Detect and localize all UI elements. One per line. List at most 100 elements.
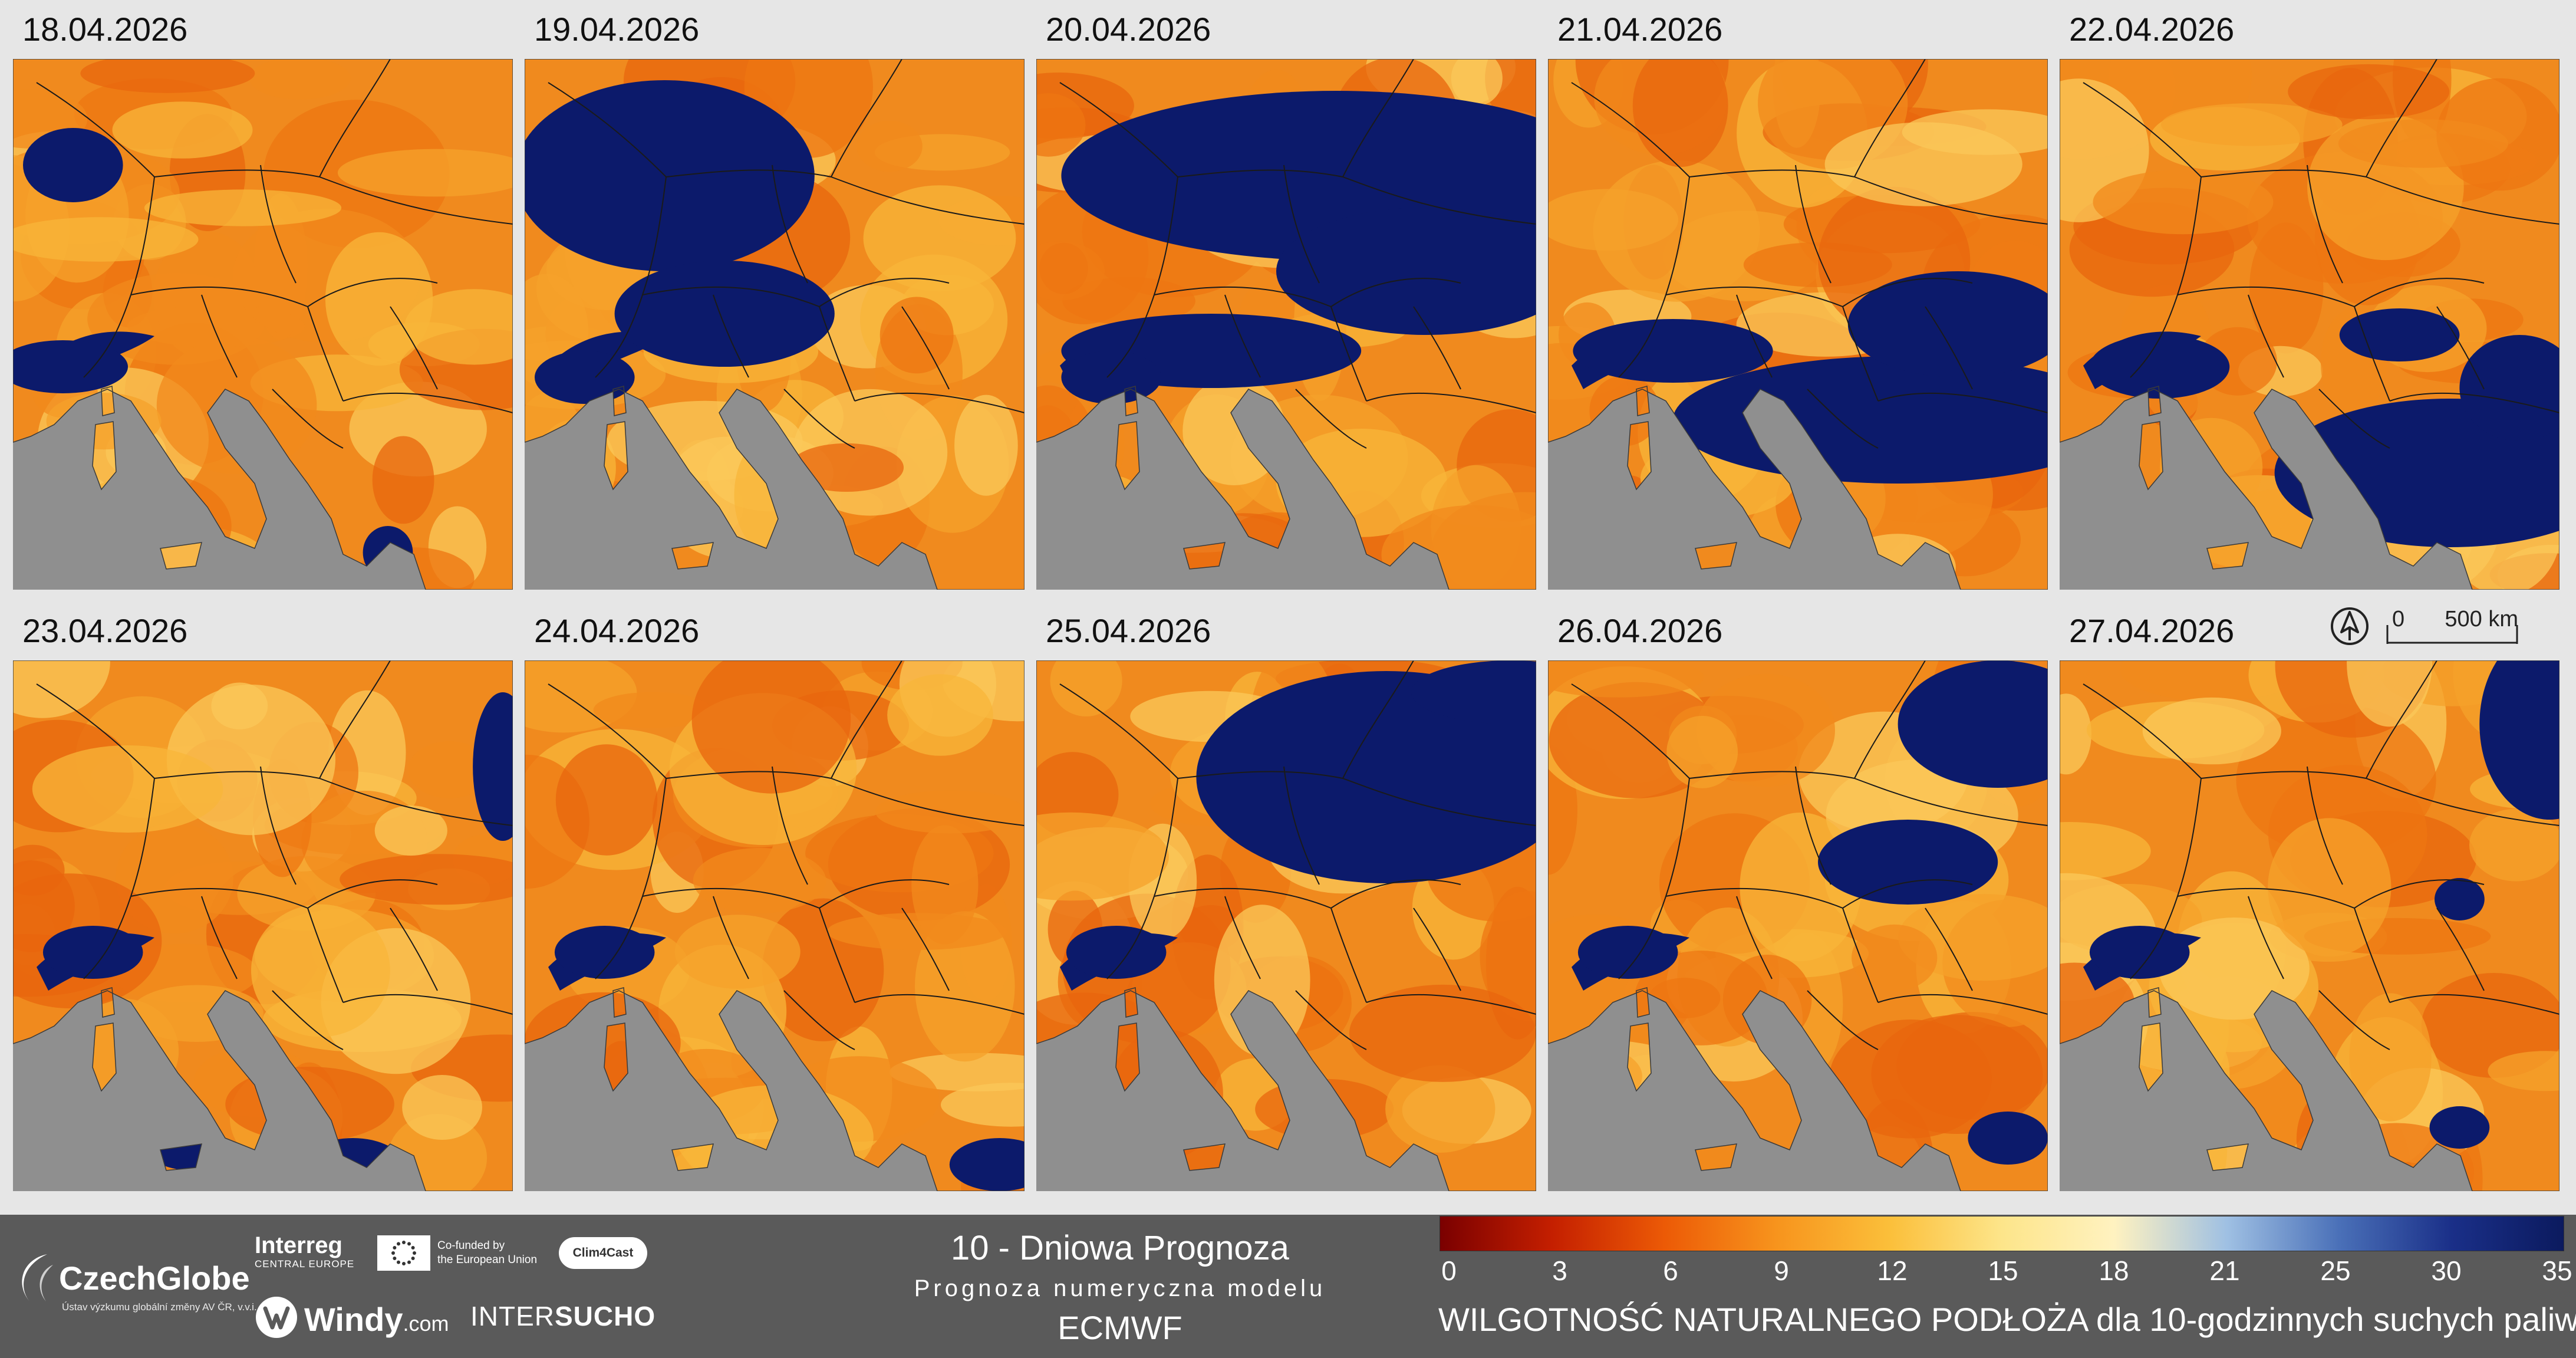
country-border xyxy=(666,771,832,779)
country-border xyxy=(260,165,297,284)
coastline xyxy=(2060,660,2559,1191)
forecast-panel: 20.04.2026 xyxy=(1036,3,1536,593)
wet-area xyxy=(1066,926,1167,979)
wet-area xyxy=(614,261,835,367)
coastline xyxy=(1036,660,1536,1191)
country-border xyxy=(1330,907,1367,1003)
country-border xyxy=(2083,82,2202,177)
country-border xyxy=(1807,990,1879,1050)
map-scale: 0 500 km xyxy=(2328,601,2523,649)
forecast-map xyxy=(525,660,1025,1191)
country-border xyxy=(819,306,855,402)
country-border xyxy=(548,683,667,779)
country-border xyxy=(1854,660,1926,779)
country-border xyxy=(819,278,950,307)
country-border xyxy=(2248,896,2284,979)
country-border xyxy=(1154,286,1332,307)
forecast-map xyxy=(1036,59,1536,590)
coastline xyxy=(612,386,627,416)
legend-tick-label: 15 xyxy=(1988,1255,2018,1286)
country-border xyxy=(1059,82,1178,177)
country-border xyxy=(2436,907,2485,991)
country-border xyxy=(713,896,749,979)
eu-line1: Co-funded by xyxy=(437,1239,505,1252)
wet-area xyxy=(1577,926,1678,979)
coastline xyxy=(92,1022,117,1092)
country-border xyxy=(307,907,344,1003)
windy-icon xyxy=(256,1297,297,1338)
country-border xyxy=(901,306,950,390)
panel-date-label: 18.04.2026 xyxy=(22,11,188,48)
country-border xyxy=(854,392,1025,413)
country-border xyxy=(130,887,308,909)
fuel-moisture-map xyxy=(525,660,1025,1191)
land-moisture-layer xyxy=(1548,660,2048,1191)
country-border xyxy=(1925,907,1973,991)
coastline xyxy=(525,59,1025,590)
country-border xyxy=(595,294,643,378)
country-border xyxy=(1842,306,1879,402)
wet-area xyxy=(1196,671,1536,883)
wet-area xyxy=(2479,660,2559,820)
forecast-map xyxy=(2060,59,2559,590)
country-border xyxy=(666,169,832,177)
country-border xyxy=(1154,778,1178,897)
panel-date-label: 25.04.2026 xyxy=(1046,612,1211,649)
wet-area xyxy=(1818,820,1998,905)
country-border xyxy=(1342,660,1414,779)
country-border xyxy=(2130,294,2178,378)
panel-date-label: 22.04.2026 xyxy=(2069,11,2235,48)
forecast-map xyxy=(13,660,513,1191)
country-border xyxy=(342,994,513,1015)
country-border xyxy=(2436,306,2485,390)
forecast-map xyxy=(525,59,1025,590)
country-border xyxy=(2307,165,2343,284)
intersucho-logo: INTERSUCHO xyxy=(470,1300,655,1341)
country-border xyxy=(1283,766,1320,885)
forecast-subtitle: Prognoza numeryczna modelu xyxy=(914,1275,1326,1301)
panel-date-label: 19.04.2026 xyxy=(534,11,700,48)
forecast-panel: 26.04.2026 xyxy=(1548,604,2048,1194)
eu-cofunded-text: Co-funded by the European Union xyxy=(437,1239,537,1267)
country-border xyxy=(307,278,438,307)
country-border xyxy=(713,294,749,378)
forecast-map xyxy=(13,59,513,590)
country-border xyxy=(1295,990,1367,1050)
clim4cast-name: Clim4Cast xyxy=(559,1237,647,1269)
windy-name: Windy.com xyxy=(304,1301,449,1338)
forecast-map xyxy=(1036,660,1536,1191)
coastline xyxy=(2206,542,2249,570)
country-border xyxy=(1842,879,1973,909)
country-border xyxy=(772,766,808,885)
country-border xyxy=(2354,879,2485,909)
country-border xyxy=(1342,778,1536,826)
country-border xyxy=(2366,176,2559,225)
coastline xyxy=(1695,542,1737,570)
country-border xyxy=(1154,887,1332,909)
panel-date-label: 24.04.2026 xyxy=(534,612,700,649)
country-border xyxy=(1736,294,1773,378)
coastline xyxy=(2147,386,2162,416)
fuel-moisture-map xyxy=(2060,660,2559,1191)
wet-area xyxy=(2459,335,2559,441)
footer-bar: CzechGlobe Ústav výzkumu globální změny … xyxy=(0,1215,2576,1358)
country-border xyxy=(2201,169,2367,177)
country-border xyxy=(1571,82,1690,177)
eu-cofunded-logo: Co-funded by the European Union xyxy=(377,1235,554,1271)
coastline xyxy=(1183,542,1226,570)
forecast-model: ECMWF xyxy=(1058,1309,1182,1346)
country-border xyxy=(783,990,855,1050)
fuel-moisture-map xyxy=(1548,59,2048,590)
wet-area xyxy=(1968,1112,2048,1165)
north-arrow-and-scalebar: 0 500 km xyxy=(2331,607,2518,645)
wet-area xyxy=(2435,878,2485,920)
country-border xyxy=(260,766,297,885)
country-border xyxy=(2177,286,2355,307)
coastline xyxy=(1115,421,1140,491)
wet-area xyxy=(2429,1106,2490,1149)
country-border xyxy=(2354,278,2485,307)
country-border xyxy=(272,990,344,1050)
forecast-title: 10 - Dniowa Prognoza xyxy=(951,1229,1289,1267)
wet-area xyxy=(13,340,128,393)
country-border xyxy=(1877,994,2048,1015)
